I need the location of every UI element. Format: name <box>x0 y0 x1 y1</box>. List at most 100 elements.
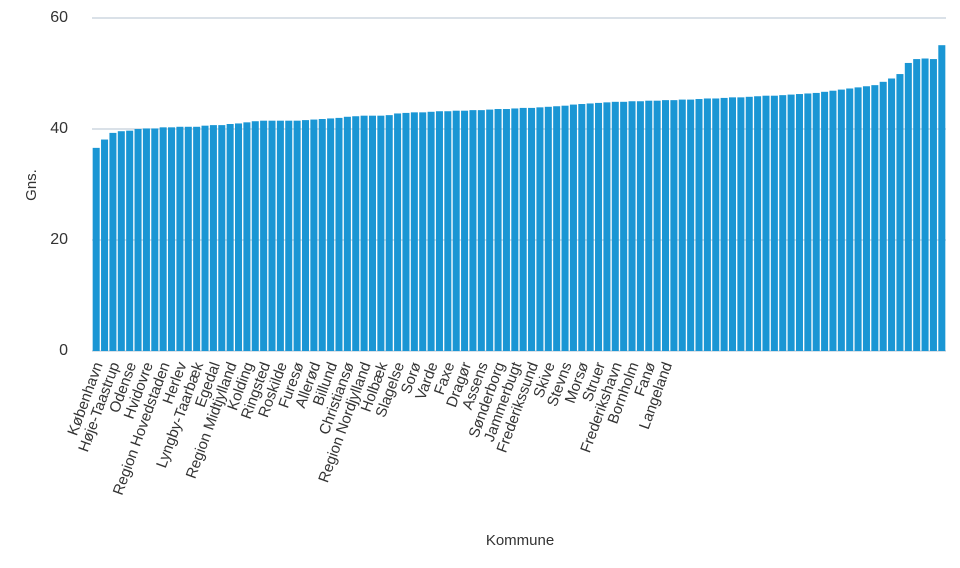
bar <box>787 94 795 351</box>
bar <box>645 100 653 351</box>
bar <box>628 101 636 351</box>
y-axis-ticks: 0 20 40 60 <box>50 9 68 359</box>
bar <box>486 109 494 351</box>
bar <box>419 112 427 351</box>
bar <box>251 121 259 351</box>
y-tick-label: 40 <box>50 120 68 137</box>
bar <box>511 108 519 352</box>
bar <box>703 98 711 351</box>
bar <box>310 119 318 351</box>
bar <box>611 101 619 351</box>
bar <box>904 62 912 351</box>
bar <box>402 112 410 351</box>
bar <box>662 100 670 351</box>
bar <box>318 119 326 351</box>
bar <box>620 101 628 351</box>
bar <box>427 111 435 351</box>
bar <box>536 107 544 351</box>
bar <box>569 104 577 351</box>
bar <box>301 120 310 352</box>
bar <box>653 100 661 351</box>
bar <box>553 106 561 351</box>
bar <box>770 95 778 351</box>
bar <box>913 59 921 351</box>
bar <box>335 117 343 352</box>
bar <box>888 78 896 351</box>
bar <box>879 81 887 351</box>
bar <box>745 96 753 351</box>
bar <box>477 110 485 351</box>
bar <box>812 92 820 352</box>
x-axis-title: Kommune <box>486 532 554 549</box>
bar <box>862 86 870 351</box>
bar <box>779 95 787 352</box>
bar <box>360 115 368 352</box>
bar <box>586 103 594 351</box>
bar <box>343 116 351 351</box>
bar <box>846 88 854 352</box>
bar <box>670 100 678 351</box>
bar <box>871 85 879 352</box>
bar <box>921 58 929 351</box>
bar <box>235 123 243 351</box>
bar <box>101 139 109 351</box>
bar <box>720 97 728 351</box>
bar <box>368 115 376 352</box>
bar <box>126 130 134 351</box>
bar <box>712 98 720 351</box>
bar <box>168 127 176 351</box>
bar <box>469 110 477 351</box>
bar <box>268 120 276 352</box>
x-axis-ticks: KøbenhavnHøje-TaastrupOdenseHvidovreRegi… <box>64 359 676 497</box>
bar <box>435 111 443 352</box>
bar <box>327 118 335 351</box>
y-axis-title: Gns. <box>23 169 40 201</box>
bar <box>218 125 226 352</box>
bar <box>519 107 527 351</box>
bar <box>293 120 301 352</box>
bar <box>201 125 209 351</box>
bar <box>394 113 402 352</box>
bar <box>578 104 586 352</box>
bar <box>502 109 510 352</box>
bar <box>595 102 603 351</box>
bar <box>854 87 862 352</box>
bar <box>385 115 393 352</box>
bar <box>184 126 192 351</box>
bar <box>544 106 552 351</box>
bar <box>795 94 803 351</box>
bar <box>159 127 167 351</box>
bar <box>377 115 385 352</box>
bar <box>352 116 360 352</box>
bar <box>528 107 536 351</box>
bar <box>92 147 100 351</box>
bar <box>461 110 469 351</box>
bar <box>754 96 762 351</box>
bar <box>226 124 234 351</box>
bar <box>193 126 201 351</box>
bar <box>410 112 418 351</box>
bar <box>243 122 251 351</box>
y-tick-label: 60 <box>50 9 68 26</box>
y-tick-label: 0 <box>59 342 68 359</box>
bar <box>837 89 845 351</box>
bar <box>695 99 703 351</box>
bar <box>678 99 686 351</box>
bar <box>134 129 142 351</box>
bar <box>728 97 737 351</box>
bar <box>444 111 452 352</box>
bars <box>92 45 946 352</box>
bar <box>829 90 837 352</box>
bar <box>209 125 217 352</box>
bar <box>896 74 904 351</box>
bar <box>452 110 460 351</box>
bar <box>260 120 268 352</box>
bar <box>561 105 569 351</box>
y-tick-label: 20 <box>50 231 68 248</box>
bar <box>285 120 293 352</box>
bar <box>603 102 611 351</box>
bar <box>762 95 770 351</box>
bar <box>737 97 745 351</box>
bar <box>687 99 695 351</box>
gridlines <box>92 17 946 352</box>
